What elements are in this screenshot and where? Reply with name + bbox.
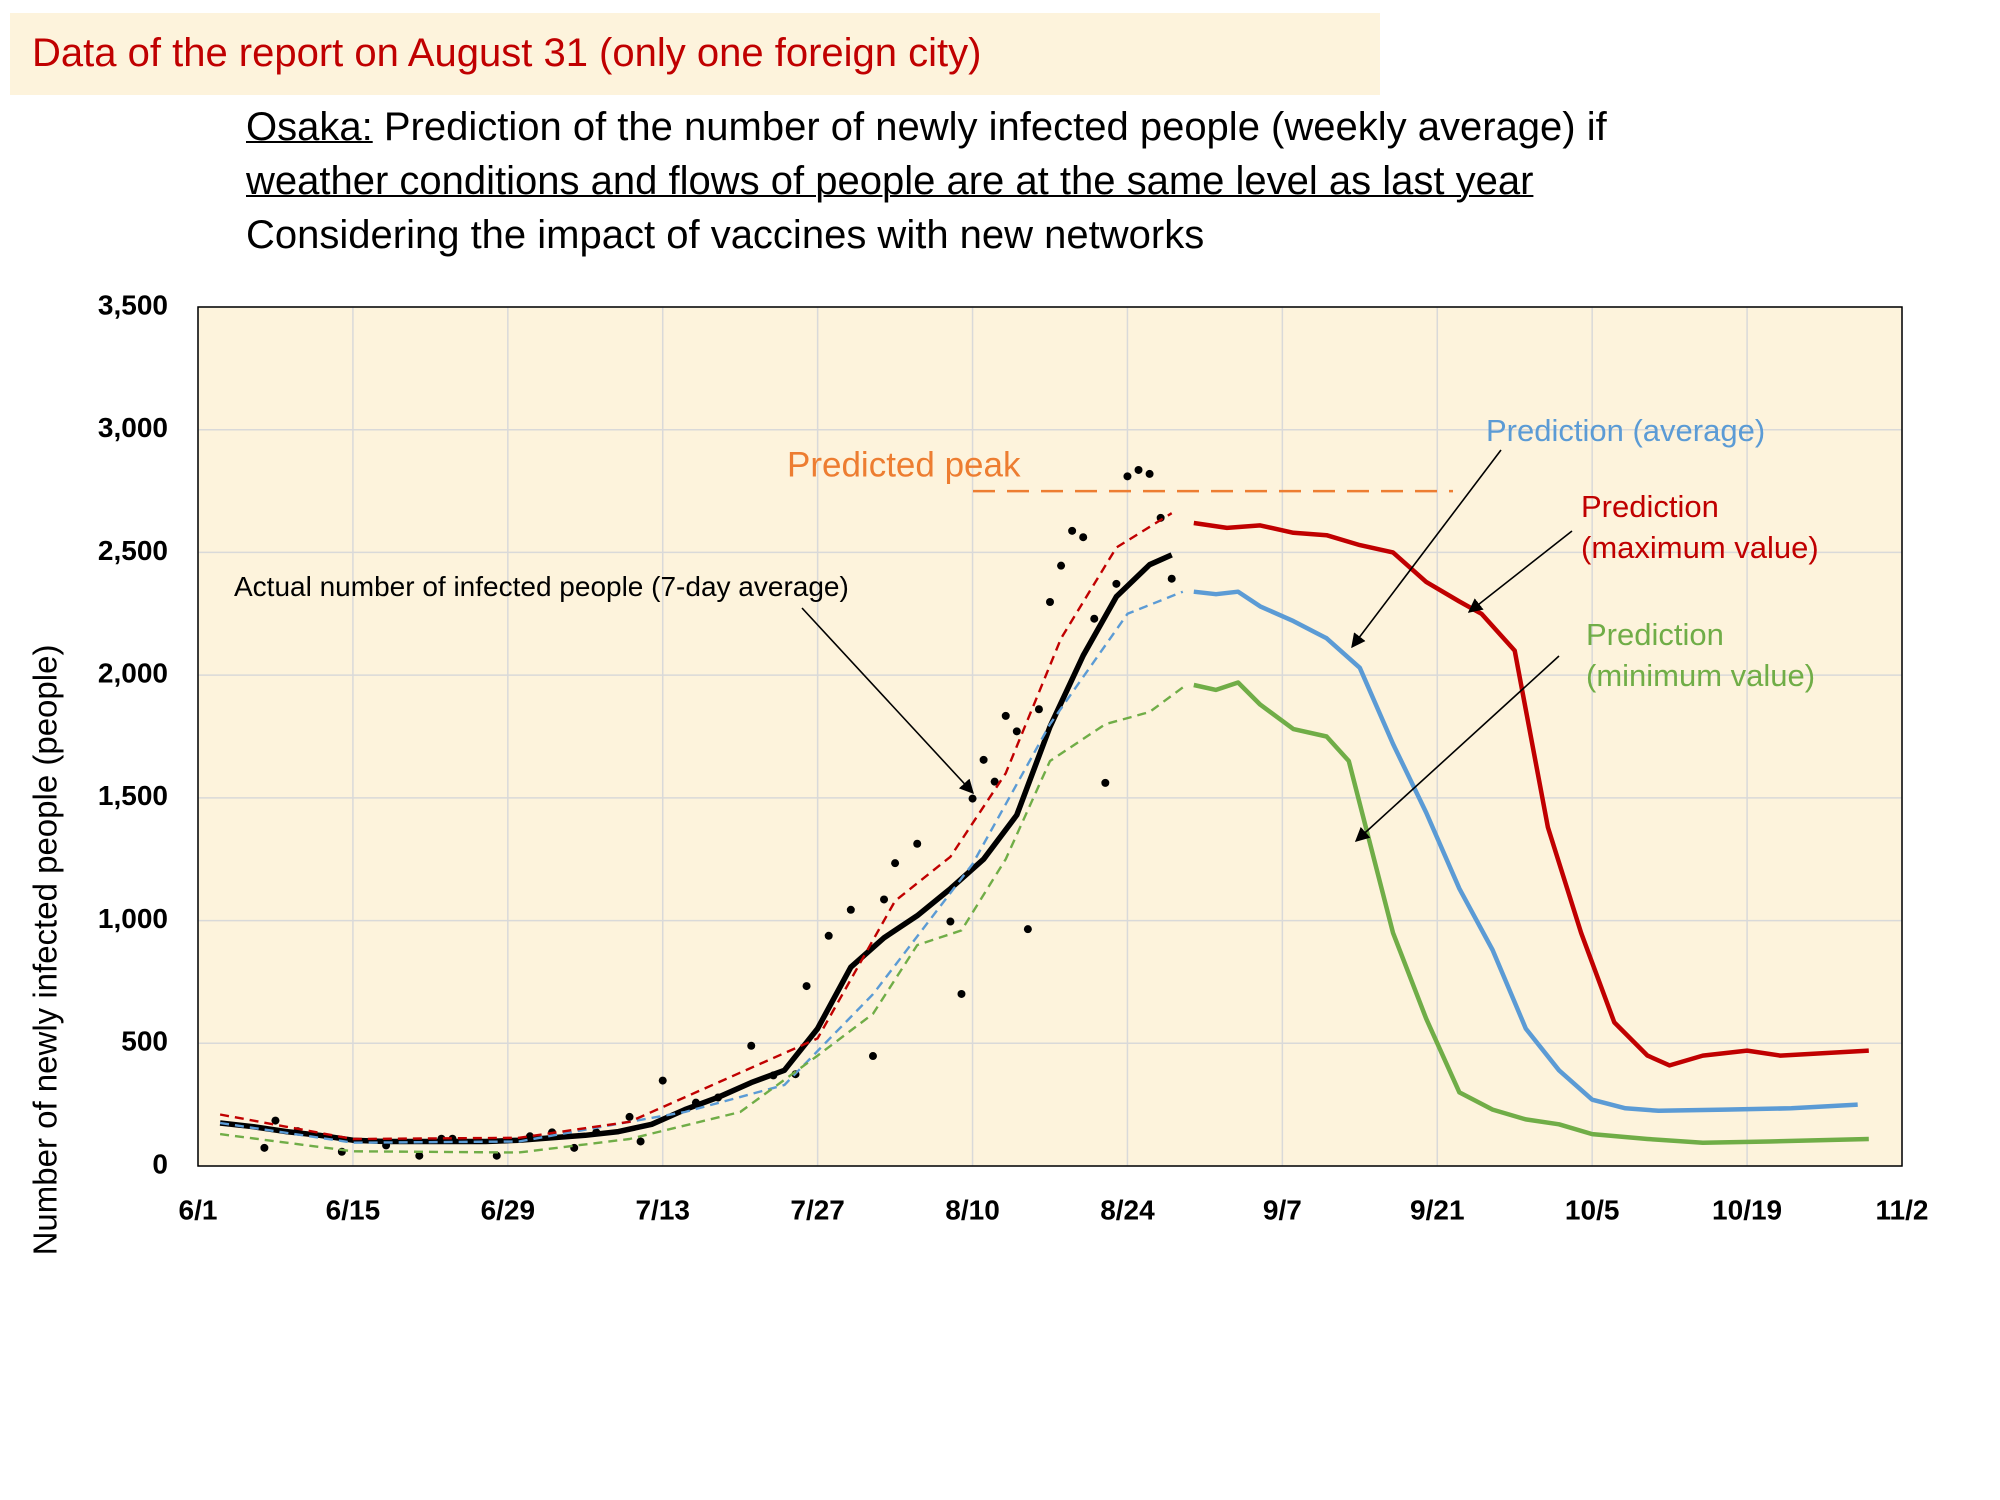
daily-point — [658, 1076, 667, 1085]
series-label: Prediction (average) — [1486, 413, 1766, 448]
x-tick-label: 9/7 — [1263, 1194, 1302, 1225]
series-label: Actual number of infected people (7-day … — [234, 571, 849, 602]
x-tick-label: 11/2 — [1876, 1194, 1929, 1225]
series-label: Prediction (minimum value) — [1586, 617, 1816, 693]
y-tick-label: 3,000 — [98, 412, 168, 443]
series-label: Prediction (maximum value) — [1581, 489, 1819, 565]
daily-point — [1034, 705, 1043, 714]
daily-point — [880, 895, 889, 904]
plot-border — [197, 306, 1903, 1167]
annotation-arrow — [1354, 655, 1560, 842]
x-tick-label: 6/15 — [326, 1194, 381, 1225]
y-tick-label: 500 — [121, 1026, 168, 1057]
subtitle-text: Prediction of the number of newly infect… — [383, 105, 1607, 149]
x-tick-label: 10/19 — [1712, 1194, 1782, 1225]
peak-label: Predicted peak — [787, 445, 1021, 484]
series-line — [1193, 589, 1858, 1114]
y-tick-label: 2,000 — [98, 658, 168, 689]
title-box: Data of the report on August 31 (only on… — [10, 13, 1380, 95]
x-tick-label: 8/24 — [1100, 1194, 1155, 1225]
y-tick-label: 1,500 — [98, 780, 168, 811]
y-tick-label: 2,500 — [98, 535, 168, 566]
daily-point — [492, 1151, 501, 1160]
y-axis-label: Number of newly infected people (people) — [27, 645, 64, 1256]
daily-point — [747, 1041, 756, 1050]
y-tick-label: 1,000 — [98, 903, 168, 934]
daily-point — [1167, 574, 1176, 583]
daily-point — [1079, 533, 1088, 542]
series-line — [219, 512, 1173, 1141]
daily-point — [1057, 561, 1066, 570]
daily-point — [1134, 465, 1143, 474]
subtitle-line: Osaka: Prediction of the number of newly… — [246, 105, 1607, 150]
daily-point — [636, 1137, 645, 1146]
series-line — [1193, 680, 1869, 1145]
x-tick-label: 7/13 — [635, 1194, 690, 1225]
x-tick-label: 7/27 — [790, 1194, 845, 1225]
annotation-arrow — [1467, 530, 1573, 613]
daily-point — [891, 859, 900, 868]
daily-point — [802, 982, 811, 991]
daily-point — [1090, 614, 1099, 623]
daily-point — [979, 755, 988, 764]
daily-point — [1012, 727, 1021, 736]
series-line — [1193, 520, 1869, 1068]
daily-point — [1123, 472, 1132, 481]
daily-point — [625, 1112, 634, 1121]
series-line — [219, 552, 1173, 1145]
y-tick-label: 3,500 — [98, 289, 168, 320]
daily-point — [260, 1143, 269, 1152]
x-tick-label: 8/10 — [945, 1194, 1000, 1225]
daily-point — [913, 839, 922, 848]
daily-point — [990, 777, 999, 786]
plot-area — [198, 307, 1902, 1166]
daily-point — [1001, 711, 1010, 720]
daily-point — [1046, 598, 1054, 607]
daily-point — [1101, 778, 1110, 787]
subtitle-line: Considering the impact of vaccines with … — [246, 213, 1205, 257]
daily-point — [868, 1052, 877, 1061]
daily-point — [968, 794, 977, 803]
daily-point — [1112, 579, 1121, 588]
series-line — [219, 686, 1184, 1154]
daily-point — [1023, 925, 1032, 934]
daily-point — [415, 1151, 424, 1160]
x-tick-label: 10/5 — [1565, 1194, 1620, 1225]
x-tick-label: 9/21 — [1410, 1194, 1465, 1225]
daily-point — [1145, 469, 1154, 478]
x-tick-label: 6/29 — [481, 1194, 536, 1225]
annotation-arrow — [801, 607, 974, 795]
daily-point — [824, 931, 833, 940]
title: Data of the report on August 31 (only on… — [32, 31, 982, 75]
y-tick-label: 0 — [152, 1148, 168, 1179]
annotation-arrow — [1351, 449, 1502, 649]
location: Osaka: — [246, 105, 373, 149]
daily-point — [946, 917, 955, 926]
subtitle-line: weather conditions and flows of people a… — [246, 159, 1534, 203]
series-line — [219, 590, 1184, 1144]
daily-point — [846, 905, 855, 914]
daily-point — [271, 1116, 280, 1125]
daily-point — [1068, 526, 1077, 535]
daily-point — [957, 989, 966, 998]
x-tick-label: 6/1 — [179, 1194, 218, 1225]
